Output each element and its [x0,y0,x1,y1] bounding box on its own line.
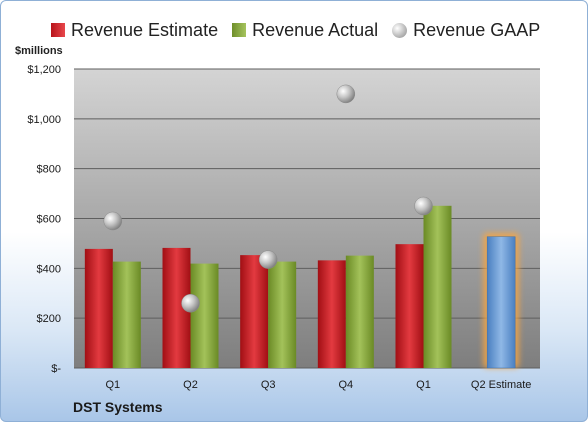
legend-label-gaap: Revenue GAAP [413,19,541,40]
bar-series [84,205,520,369]
bar-revenue-estimate [317,260,346,368]
bar-revenue-estimate [84,248,113,368]
y-axis-ticks: $- $200 $400 $600 $800 $1,000 $1,200 [27,64,61,375]
bar-q2-estimate [486,236,516,369]
x-tick-label: Q3 [261,379,276,391]
legend-swatch-gaap [392,22,408,38]
y-tick-label: $200 [37,313,61,325]
point-revenue-gaap [258,250,278,269]
y-tick-label: $600 [37,214,61,226]
y-tick-label: $400 [37,263,61,275]
gridlines [74,68,540,369]
x-tick-label: Q1 [416,379,431,391]
legend-item-estimate: Revenue Estimate [51,20,218,41]
y-axis-unit-label: $millions [15,45,63,57]
x-tick-label: Q2 [183,379,198,391]
bar-revenue-actual [112,261,141,368]
legend-label-actual: Revenue Actual [252,19,379,40]
legend-item-actual: Revenue Actual [232,20,378,41]
bar-revenue-actual [423,205,452,368]
point-revenue-gaap [336,84,356,104]
y-tick-label: $1,200 [27,64,61,76]
x-tick-label: Q2 Estimate [471,379,532,391]
bar-revenue-estimate [395,244,424,368]
legend-label-estimate: Revenue Estimate [71,19,219,40]
y-tick-label: $1,000 [27,114,61,126]
point-revenue-gaap [103,211,123,231]
x-tick-label: Q4 [338,379,353,391]
y-tick-label: $800 [37,164,61,176]
bar-revenue-actual [345,255,374,368]
x-axis-ticks: Q1 Q2 Q3 Q4 Q1 Q2 Estimate [105,379,531,391]
point-revenue-gaap [414,196,433,216]
legend-item-gaap: Revenue GAAP [392,20,540,41]
bar-revenue-actual [268,261,297,368]
company-name: DST Systems [73,399,163,415]
legend-swatch-actual [232,23,247,37]
y-tick-label: $- [51,363,61,375]
legend-swatch-estimate [51,23,65,37]
gaap-points [103,84,433,313]
bar-revenue-estimate [240,255,269,368]
chart-legend: Revenue Estimate Revenue Actual Revenue … [51,17,540,43]
point-revenue-gaap [181,293,200,313]
bar-revenue-actual [190,263,219,368]
x-tick-label: Q1 [105,379,120,391]
